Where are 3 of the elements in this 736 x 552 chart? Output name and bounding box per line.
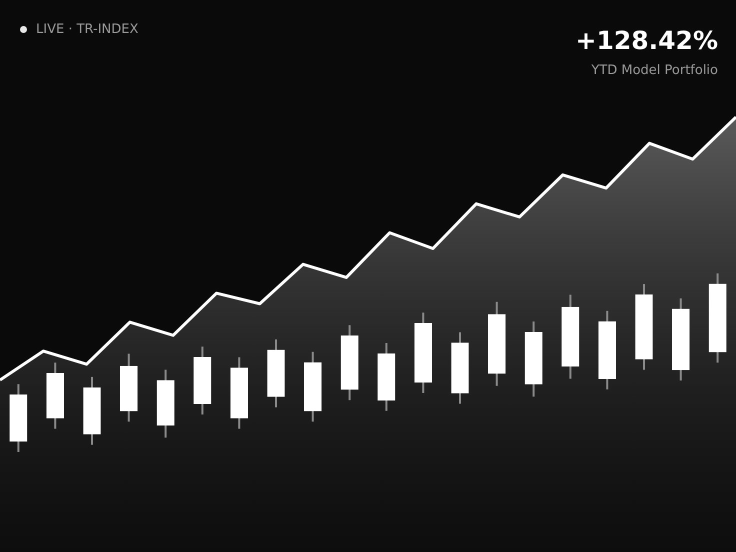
chart-title: +128.42%	[576, 26, 718, 55]
chart-subtitle: YTD Model Portfolio	[591, 63, 718, 78]
text: LIVE · TR-INDEX	[36, 22, 138, 37]
